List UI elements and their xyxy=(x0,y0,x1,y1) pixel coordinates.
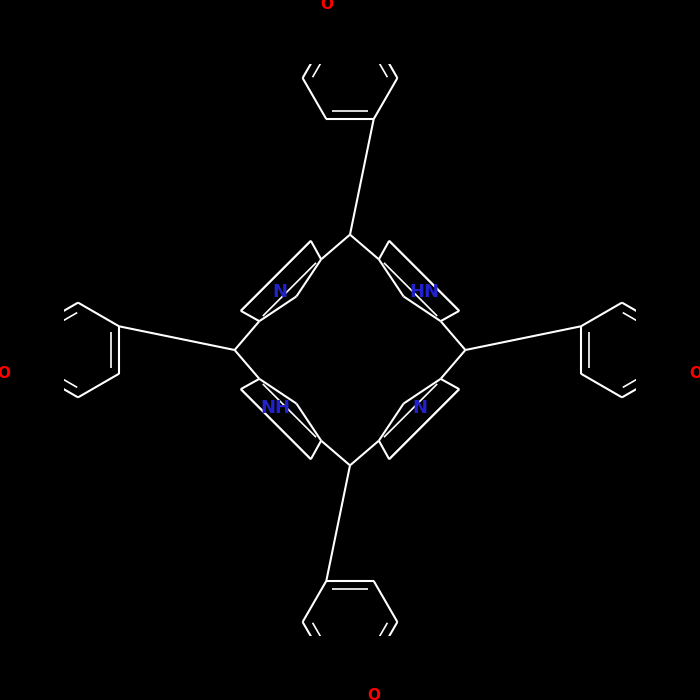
Text: O: O xyxy=(320,0,332,11)
Text: HN: HN xyxy=(410,284,439,301)
Text: O: O xyxy=(690,366,700,382)
Text: N: N xyxy=(272,284,288,301)
Text: N: N xyxy=(412,399,428,416)
Text: O: O xyxy=(0,366,10,382)
Text: O: O xyxy=(368,689,380,700)
Text: NH: NH xyxy=(261,399,290,416)
